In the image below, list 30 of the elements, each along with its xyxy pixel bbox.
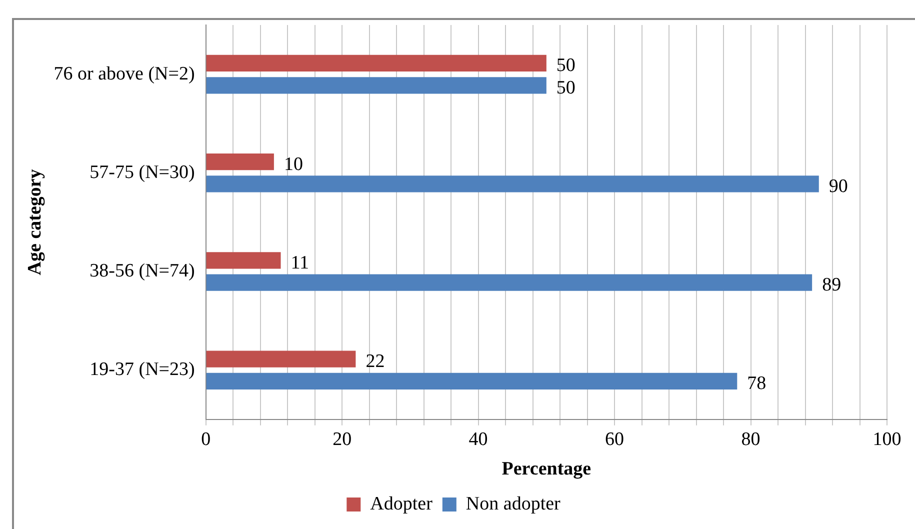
data-label: 78 (747, 373, 766, 394)
data-label: 89 (822, 274, 842, 296)
bar (206, 153, 274, 170)
x-tick-label: 20 (332, 428, 352, 450)
data-label: 11 (290, 252, 310, 274)
bar (206, 77, 546, 94)
y-tick-label: 57-75 (N=30) (90, 162, 195, 183)
x-tick-label: 80 (741, 428, 760, 450)
y-tick-label: 38-56 (N=74) (90, 260, 195, 282)
bar (206, 274, 812, 291)
data-label: 50 (556, 55, 576, 76)
y-axis-title: Age category (24, 168, 46, 276)
legend-label: Non adopter (466, 493, 562, 514)
bar (206, 372, 738, 390)
bar (206, 176, 819, 192)
x-tick-label: 0 (201, 428, 211, 450)
bar (206, 54, 546, 72)
data-label: 50 (556, 77, 576, 98)
y-tick-label: 76 or above (N=2) (54, 63, 195, 84)
x-tick-label: 60 (605, 428, 624, 450)
x-tick-label: 40 (468, 428, 488, 450)
x-tick-label: 100 (872, 428, 902, 450)
bar (206, 252, 281, 269)
data-label: 22 (366, 350, 385, 372)
legend-label: Adopter (370, 493, 434, 514)
y-tick-label: 19-37 (N=23) (90, 359, 195, 380)
x-axis-title: Percentage (502, 458, 592, 480)
data-label: 90 (828, 176, 848, 197)
bar (206, 350, 356, 368)
data-label: 10 (284, 154, 303, 175)
